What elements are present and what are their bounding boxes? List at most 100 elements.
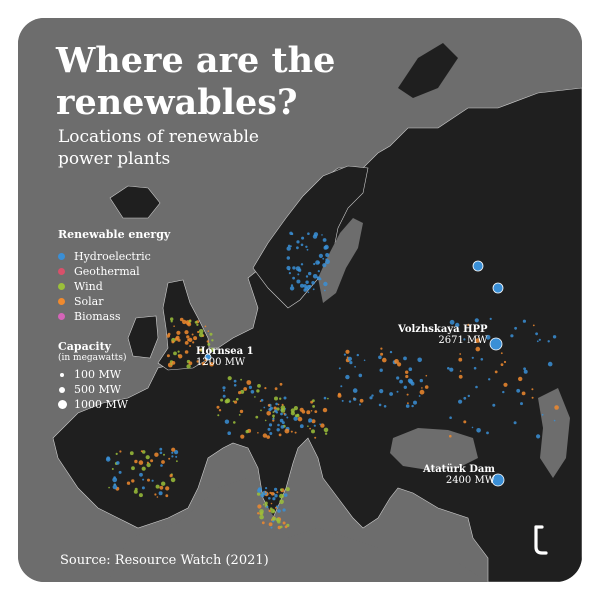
power-plant-dot xyxy=(108,486,110,489)
power-plant-dot xyxy=(419,378,423,383)
large-plant-marker xyxy=(492,282,504,294)
power-plant-dot xyxy=(285,487,290,492)
power-plant-dot xyxy=(264,501,268,505)
power-plant-dot xyxy=(292,276,295,280)
power-plant-dot xyxy=(523,367,526,371)
power-plant-dot xyxy=(315,260,320,265)
power-plant-dot xyxy=(238,391,242,395)
power-plant-dot xyxy=(184,350,189,354)
power-plant-dot xyxy=(171,340,175,344)
power-plant-dot xyxy=(289,286,295,291)
power-plant-dot xyxy=(403,356,407,361)
power-plant-dot xyxy=(397,362,402,367)
power-plant-dot xyxy=(378,403,382,407)
power-plant-dot xyxy=(458,374,463,379)
power-plant-dot xyxy=(407,402,409,405)
capacity-item-1000: 1000 MW xyxy=(58,397,170,412)
power-plant-dot xyxy=(206,340,209,343)
annotation-hornsea: Hornsea 1 1200 MW xyxy=(196,346,254,368)
map-card: Where are the renewables? Locations of r… xyxy=(18,18,582,582)
power-plant-dot xyxy=(111,468,114,470)
power-plant-dot xyxy=(283,412,286,415)
power-plant-dot xyxy=(286,256,290,260)
power-plant-dot xyxy=(467,394,470,398)
power-plant-dot xyxy=(492,403,496,407)
large-plant-marker xyxy=(204,353,212,361)
power-plant-dot xyxy=(503,360,507,364)
power-plant-dot xyxy=(268,423,273,427)
power-plant-dot xyxy=(256,492,261,496)
power-plant-dot xyxy=(264,387,267,390)
power-plant-dot xyxy=(276,428,280,432)
power-plant-dot xyxy=(503,382,508,387)
power-plant-dot xyxy=(186,335,190,339)
power-plant-dot xyxy=(337,393,342,398)
annotation-value: 2400 MW xyxy=(445,475,495,486)
power-plant-dot xyxy=(257,384,261,388)
power-plant-dot xyxy=(217,414,220,417)
power-plant-dot xyxy=(283,493,288,497)
power-plant-dot xyxy=(105,457,111,462)
power-plant-dot xyxy=(266,435,270,439)
power-plant-dot xyxy=(250,390,255,394)
page-title: Where are the renewables? xyxy=(56,40,336,123)
power-plant-dot xyxy=(379,368,383,372)
power-plant-dot xyxy=(188,319,192,323)
power-plant-dot xyxy=(300,283,304,288)
power-plant-dot xyxy=(272,497,276,501)
power-plant-dot xyxy=(290,411,295,416)
power-plant-dot xyxy=(417,357,423,363)
power-plant-dot xyxy=(238,414,241,416)
power-plant-dot xyxy=(126,481,131,485)
power-plant-dot xyxy=(313,262,316,266)
power-plant-dot xyxy=(281,403,284,406)
power-plant-dot xyxy=(284,428,290,434)
power-plant-dot xyxy=(262,503,265,506)
power-plant-dot xyxy=(138,460,144,465)
power-plant-dot xyxy=(270,492,275,496)
power-plant-dot xyxy=(307,232,310,235)
power-plant-dot xyxy=(323,245,328,250)
power-plant-dot xyxy=(270,502,273,505)
power-plant-dot xyxy=(405,374,409,379)
power-plant-dot xyxy=(275,506,277,509)
power-plant-dot xyxy=(286,246,291,251)
power-plant-dot xyxy=(325,259,330,265)
black-sea xyxy=(390,428,478,470)
power-plant-dot xyxy=(170,320,173,323)
power-plant-dot xyxy=(371,394,374,397)
power-plant-dot xyxy=(264,491,267,493)
capacity-heading: Capacity xyxy=(58,340,112,353)
legend-item-solar: Solar xyxy=(58,294,170,309)
power-plant-dot xyxy=(233,379,237,383)
power-plant-dot xyxy=(293,406,298,411)
power-plant-dot xyxy=(311,429,315,434)
power-plant-dot xyxy=(182,319,187,325)
power-plant-dot xyxy=(224,419,230,424)
power-plant-dot xyxy=(378,355,382,360)
power-plant-dot xyxy=(552,335,557,339)
power-plant-dot xyxy=(520,402,523,406)
power-plant-dot xyxy=(154,452,159,457)
power-plant-dot xyxy=(311,419,316,424)
power-plant-dot xyxy=(292,266,296,270)
power-plant-dot xyxy=(187,338,190,342)
power-plant-dot xyxy=(294,414,298,417)
legend-label: Biomass xyxy=(74,310,121,323)
power-plant-dot xyxy=(322,238,327,242)
power-plant-dot xyxy=(424,385,429,389)
annotation-volzhskaya: Volzhskaya HPP 2671 MW xyxy=(398,324,488,346)
power-plant-dot xyxy=(475,338,481,343)
power-plant-dot xyxy=(297,416,303,422)
legend-label: Hydroelectric xyxy=(74,250,151,263)
power-plant-dot xyxy=(480,358,484,361)
power-plant-dot xyxy=(471,356,474,359)
power-plant-dot xyxy=(481,325,483,327)
power-plant-dot xyxy=(305,275,309,278)
power-plant-dot xyxy=(211,339,214,342)
power-plant-dot xyxy=(223,389,225,392)
legend-item-geothermal: Geothermal xyxy=(58,264,170,279)
power-plant-dot xyxy=(413,400,417,405)
power-plant-dot xyxy=(463,338,466,341)
power-plant-dot xyxy=(282,508,286,512)
